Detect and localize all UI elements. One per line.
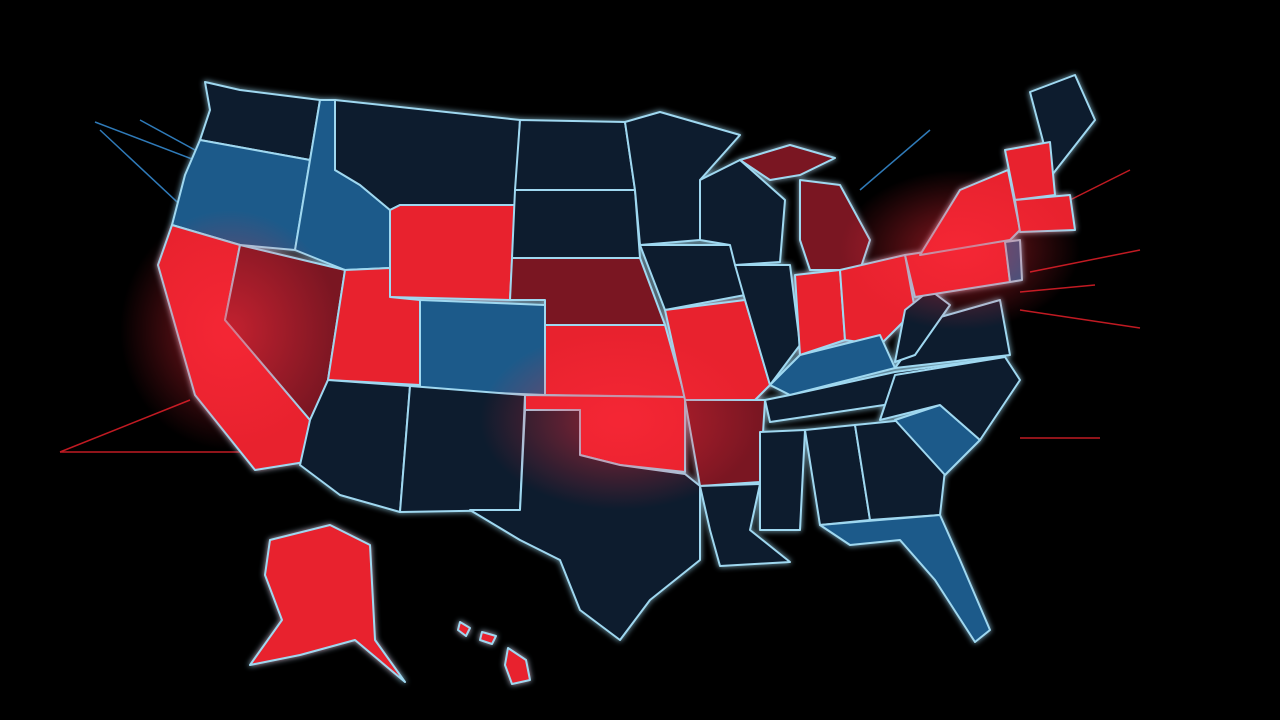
connector-line — [859, 129, 931, 191]
glow — [120, 210, 340, 450]
island — [457, 621, 471, 637]
state — [734, 264, 801, 386]
state — [819, 514, 991, 643]
state — [769, 334, 896, 396]
state — [389, 204, 516, 301]
state — [514, 119, 636, 191]
connector-line — [1019, 309, 1141, 329]
island — [504, 647, 531, 685]
state — [511, 189, 641, 259]
island — [479, 631, 497, 645]
state — [739, 144, 836, 181]
state — [794, 269, 846, 356]
glow — [480, 330, 760, 510]
state — [249, 524, 406, 683]
state — [879, 356, 1021, 441]
glow — [840, 170, 1080, 330]
state — [759, 429, 806, 531]
state — [699, 159, 786, 266]
connector-line — [1059, 169, 1131, 206]
